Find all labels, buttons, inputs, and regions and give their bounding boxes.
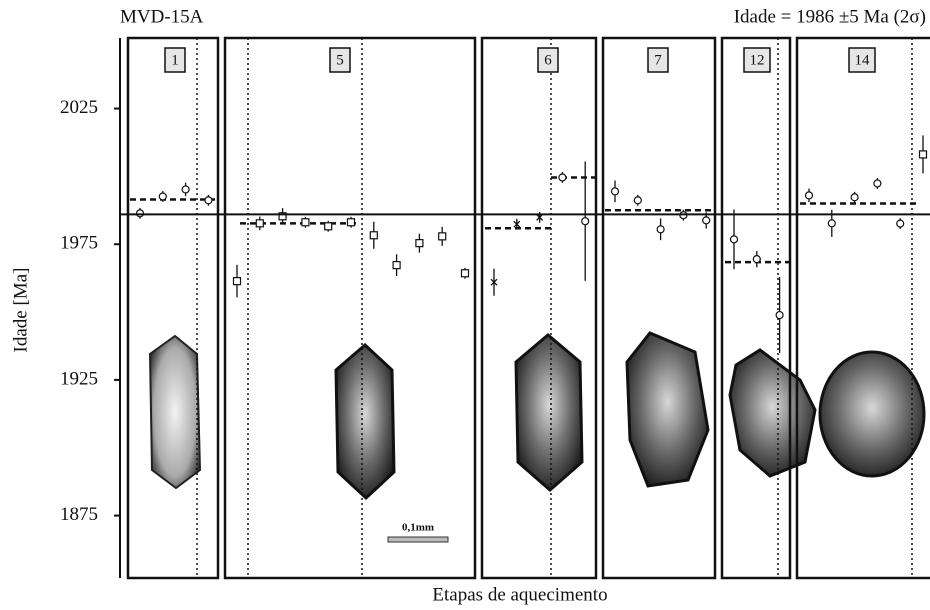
data-point — [392, 261, 401, 270]
zircon-image — [818, 350, 926, 478]
data-point — [752, 255, 761, 264]
data-point — [301, 218, 310, 227]
y-tick-label: 1975 — [60, 233, 98, 254]
y-axis-label: Idade [Ma] — [10, 268, 31, 353]
panel-frame — [795, 36, 930, 580]
panel-frame — [223, 36, 477, 580]
scale-bar-label: 0,1mm — [402, 522, 434, 534]
panel-label-box — [647, 47, 669, 73]
data-point — [490, 278, 498, 286]
data-point — [324, 222, 333, 231]
data-point — [656, 225, 665, 234]
panel-label: 6 — [544, 52, 552, 68]
panel-label: 5 — [336, 52, 344, 68]
data-point — [850, 193, 859, 202]
panel-label-box — [329, 47, 351, 73]
panel-label: 12 — [750, 52, 765, 68]
panel-frame — [601, 36, 717, 580]
data-point — [135, 209, 145, 218]
data-point — [702, 216, 711, 225]
data-point — [633, 196, 642, 205]
panel-frame — [720, 36, 792, 580]
data-point — [415, 239, 424, 248]
data-point — [204, 196, 213, 205]
y-tick-label: 1875 — [60, 504, 98, 525]
y-tick-label: 1925 — [60, 368, 98, 389]
data-point — [804, 191, 814, 200]
data-point — [558, 173, 567, 182]
data-point — [918, 150, 928, 159]
data-point — [438, 232, 447, 241]
panel-label: 1 — [171, 52, 179, 68]
data-point — [896, 219, 905, 228]
panel-frame — [126, 36, 220, 580]
data-point — [181, 185, 190, 194]
y-tick-label: 2025 — [60, 97, 98, 118]
panel-label: 14 — [855, 52, 871, 68]
data-point — [581, 217, 590, 226]
annotation: Idade = 1986 ±5 Ma (2σ) — [734, 6, 926, 27]
panel-frame — [480, 36, 598, 580]
data-point — [513, 220, 521, 228]
data-point — [775, 310, 784, 320]
data-point — [255, 219, 264, 228]
panel-label: 7 — [654, 52, 662, 68]
data-point — [729, 235, 739, 244]
chart-title: MVD-15A — [120, 6, 204, 27]
panel-label-box — [537, 47, 559, 73]
data-point — [369, 231, 378, 240]
scale-bar — [387, 536, 449, 543]
data-point — [873, 179, 882, 188]
zircon-image — [334, 342, 396, 501]
panel-label-box — [164, 47, 186, 73]
data-point — [610, 187, 620, 196]
x-axis-label: Etapas de aquecimento — [432, 584, 607, 605]
data-point — [827, 219, 836, 228]
data-point — [460, 269, 470, 278]
zircon-image — [625, 331, 710, 488]
data-point — [278, 212, 287, 221]
panel-label-box — [743, 47, 771, 73]
zircon-image — [728, 348, 817, 478]
panel-label-box — [848, 47, 876, 73]
data-point — [346, 218, 356, 227]
data-point — [158, 192, 167, 201]
data-point — [232, 277, 242, 286]
zircon-image — [148, 334, 202, 490]
zircon-image — [514, 333, 584, 492]
